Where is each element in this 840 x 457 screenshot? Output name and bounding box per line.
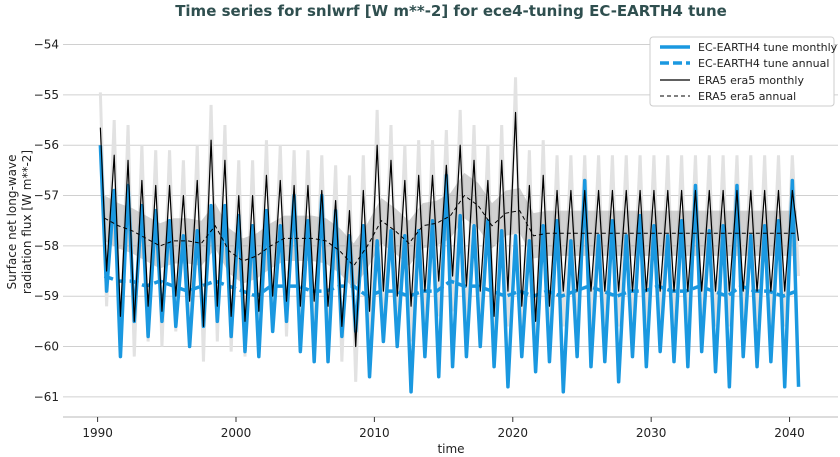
x-axis-label: time bbox=[437, 442, 464, 456]
y-tick-label: −61 bbox=[34, 390, 59, 404]
chart-title: Time series for snlwrf [W m**-2] for ece… bbox=[175, 2, 727, 20]
series-era5-annual bbox=[104, 194, 797, 267]
legend: EC-EARTH4 tune monthly EC-EARTH4 tune an… bbox=[649, 36, 838, 107]
y-axis-label: Surface net long-wave radiation flux [W … bbox=[5, 150, 34, 294]
y-tick-label: −59 bbox=[34, 289, 59, 303]
y-axis-label-line-2: radiation flux [W m**-2] bbox=[20, 150, 34, 294]
y-tick-label: −56 bbox=[34, 138, 59, 152]
x-tick-label: 2040 bbox=[774, 426, 805, 440]
series-era5-monthly bbox=[99, 111, 800, 348]
y-tick-label: −58 bbox=[34, 239, 59, 253]
legend-label-era5-annual: ERA5 era5 annual bbox=[698, 90, 796, 103]
y-tick-label: −54 bbox=[34, 38, 59, 52]
x-tick-label: 1990 bbox=[82, 426, 113, 440]
y-tick-label: −57 bbox=[34, 189, 59, 203]
y-axis-label-line-1: Surface net long-wave bbox=[5, 155, 19, 290]
y-tick-label: −55 bbox=[34, 88, 59, 102]
x-tick-label: 2000 bbox=[221, 426, 252, 440]
legend-label-era5-monthly: ERA5 era5 monthly bbox=[698, 74, 804, 87]
legend-label-ec-monthly: EC-EARTH4 tune monthly bbox=[698, 41, 838, 54]
series-ec-earth4-monthly bbox=[98, 145, 801, 394]
y-tick-label: −60 bbox=[34, 340, 59, 354]
legend-box bbox=[649, 36, 835, 107]
x-tick-label: 2020 bbox=[498, 426, 529, 440]
x-tick-label: 2010 bbox=[359, 426, 390, 440]
x-tick-label: 2030 bbox=[636, 426, 667, 440]
series-ec-earth4-annual bbox=[103, 274, 798, 299]
legend-label-ec-annual: EC-EARTH4 tune annual bbox=[698, 57, 829, 70]
